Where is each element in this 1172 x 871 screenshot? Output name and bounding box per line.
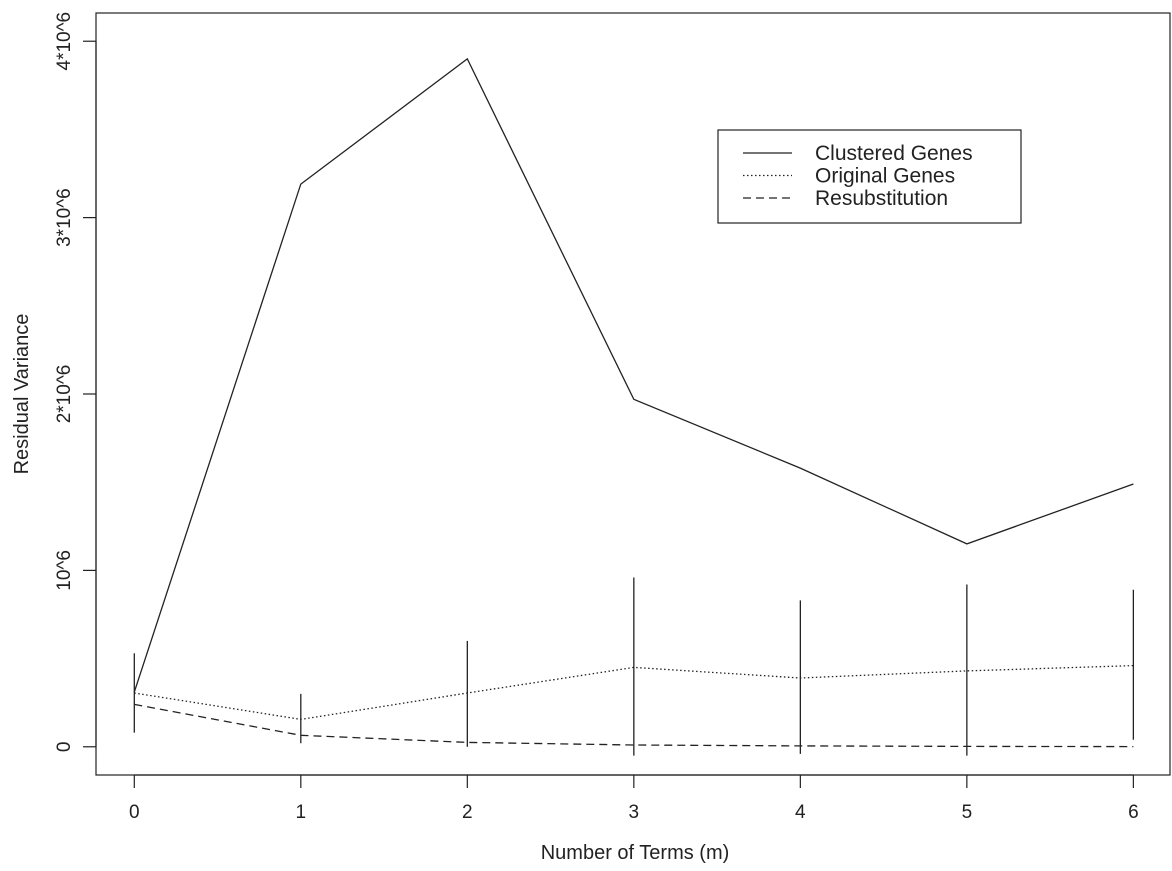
y-tick-label-0: 0 [54, 742, 75, 753]
x-tick-label-4: 4 [795, 802, 806, 823]
x-axis: 0 1 2 3 4 5 6 [129, 774, 1139, 823]
plot-frame [95, 12, 1171, 776]
y-tick-label-2: 2*10^6 [54, 365, 75, 424]
y-tick-label-1: 10^6 [54, 550, 75, 591]
series-line-original-genes [134, 664, 1134, 721]
y-axis: 0 10^6 2*10^6 3*10^6 4*10^6 [54, 12, 97, 753]
x-tick-label-2: 2 [462, 802, 473, 823]
x-axis-title: Number of Terms (m) [541, 842, 730, 864]
y-tick-label-4: 4*10^6 [54, 12, 75, 71]
x-tick-label-1: 1 [296, 802, 307, 823]
series-line-clustered-genes [133, 57, 1134, 693]
legend-label-0: Clustered Genes [815, 142, 973, 165]
y-tick-label-3: 3*10^6 [54, 188, 75, 247]
error-bars [133, 577, 1135, 756]
y-axis-title: Residual Variance [11, 314, 33, 475]
x-tick-label-6: 6 [1128, 802, 1139, 823]
legend-box [717, 129, 1022, 224]
series-lines [133, 57, 1134, 748]
series-line-resubstitution [134, 703, 1134, 748]
legend-label-2: Resubstitution [815, 187, 948, 210]
x-tick-label-5: 5 [962, 802, 973, 823]
x-tick-label-3: 3 [629, 802, 640, 823]
x-tick-label-0: 0 [129, 802, 140, 823]
legend-label-1: Original Genes [815, 165, 955, 188]
